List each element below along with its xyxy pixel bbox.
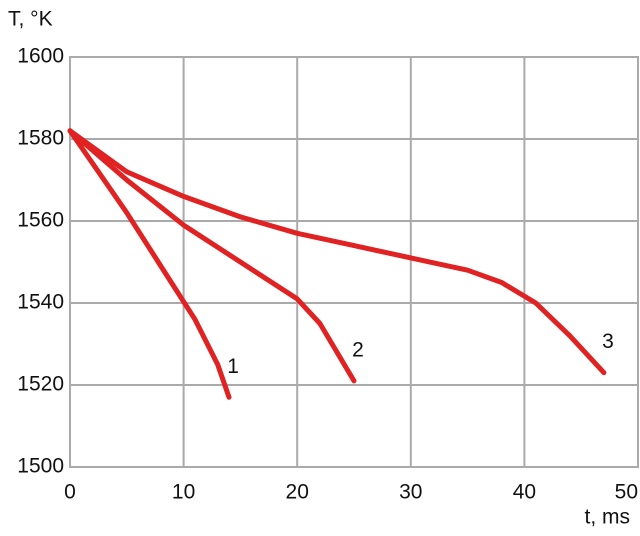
line: [67, 128, 232, 400]
series-label: 2: [352, 338, 364, 361]
x-axis-label: t, ms: [585, 506, 631, 529]
x-tick-label: 30: [399, 481, 422, 504]
y-axis-label: T, °K: [8, 8, 53, 31]
y-tick-label: 1600: [17, 45, 64, 68]
y-tick-label: 1500: [17, 455, 64, 478]
series-label: 1: [227, 355, 239, 378]
x-tick-label: 20: [286, 481, 309, 504]
series-label: 3: [602, 330, 614, 353]
y-tick-label: 1560: [17, 209, 64, 232]
x-tick-label: 40: [513, 481, 536, 504]
line: [67, 128, 357, 384]
x-tick-label: 0: [64, 481, 76, 504]
x-tick-label: 50: [615, 481, 638, 504]
line: [67, 128, 607, 376]
y-tick-label: 1520: [17, 373, 64, 396]
x-tick-label: 10: [172, 481, 195, 504]
y-tick-label: 1580: [17, 127, 64, 150]
plot-area: [69, 56, 639, 468]
y-tick-label: 1540: [17, 291, 64, 314]
